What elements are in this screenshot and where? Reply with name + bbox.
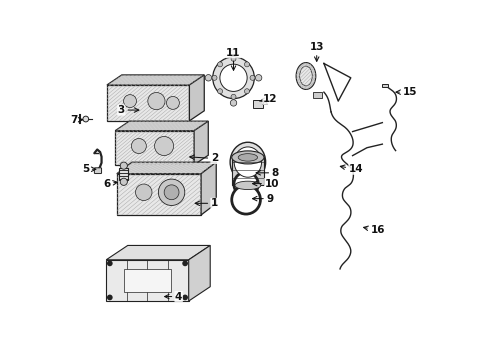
Circle shape	[83, 116, 89, 122]
Circle shape	[230, 100, 237, 106]
Circle shape	[123, 95, 137, 108]
Circle shape	[120, 178, 127, 185]
Circle shape	[136, 184, 152, 201]
Polygon shape	[232, 157, 264, 185]
Circle shape	[158, 179, 185, 206]
Text: 2: 2	[190, 153, 218, 163]
Polygon shape	[190, 75, 204, 121]
Ellipse shape	[234, 147, 262, 177]
Circle shape	[131, 139, 147, 153]
Circle shape	[220, 64, 247, 91]
Polygon shape	[117, 174, 201, 215]
Circle shape	[245, 62, 249, 67]
Circle shape	[231, 94, 236, 99]
Circle shape	[218, 89, 222, 94]
Text: 7: 7	[70, 115, 82, 125]
Polygon shape	[106, 246, 210, 260]
Circle shape	[120, 162, 127, 169]
Text: 12: 12	[260, 94, 277, 104]
Circle shape	[164, 185, 179, 200]
Circle shape	[250, 75, 255, 80]
Polygon shape	[107, 85, 190, 121]
Ellipse shape	[235, 181, 261, 190]
Polygon shape	[117, 162, 216, 174]
Text: 13: 13	[310, 42, 324, 61]
Circle shape	[107, 294, 113, 300]
Polygon shape	[382, 84, 388, 87]
Polygon shape	[313, 92, 322, 98]
Polygon shape	[107, 75, 204, 85]
Polygon shape	[115, 121, 208, 131]
Circle shape	[182, 294, 188, 300]
Ellipse shape	[296, 63, 316, 89]
Polygon shape	[115, 131, 194, 165]
Text: 3: 3	[118, 105, 139, 115]
Circle shape	[148, 93, 165, 110]
Polygon shape	[194, 121, 208, 165]
Circle shape	[212, 75, 217, 80]
Circle shape	[218, 62, 222, 67]
Ellipse shape	[230, 142, 266, 182]
Ellipse shape	[232, 151, 264, 164]
Text: 4: 4	[165, 292, 182, 302]
Text: 10: 10	[252, 179, 279, 189]
FancyBboxPatch shape	[95, 168, 101, 174]
Ellipse shape	[300, 66, 312, 86]
Polygon shape	[119, 168, 128, 180]
Circle shape	[154, 136, 173, 156]
Text: 6: 6	[103, 179, 118, 189]
Ellipse shape	[238, 154, 258, 161]
Circle shape	[234, 172, 258, 197]
Circle shape	[255, 75, 262, 81]
Text: 1: 1	[195, 198, 218, 208]
Circle shape	[167, 96, 179, 109]
Text: 9: 9	[252, 194, 274, 204]
Text: 5: 5	[82, 164, 96, 174]
Circle shape	[182, 261, 188, 266]
Circle shape	[232, 185, 260, 214]
Polygon shape	[253, 100, 263, 108]
Circle shape	[107, 261, 113, 266]
Polygon shape	[189, 246, 210, 301]
Text: 15: 15	[396, 87, 417, 97]
Circle shape	[245, 89, 249, 94]
Text: 8: 8	[256, 168, 279, 178]
Circle shape	[230, 49, 237, 56]
Polygon shape	[106, 260, 189, 301]
Circle shape	[213, 57, 254, 99]
Circle shape	[205, 75, 212, 81]
Text: 14: 14	[341, 164, 364, 174]
Polygon shape	[201, 162, 216, 215]
Circle shape	[231, 56, 236, 61]
Text: 11: 11	[226, 48, 241, 70]
Text: 16: 16	[364, 225, 385, 235]
Polygon shape	[124, 269, 171, 292]
